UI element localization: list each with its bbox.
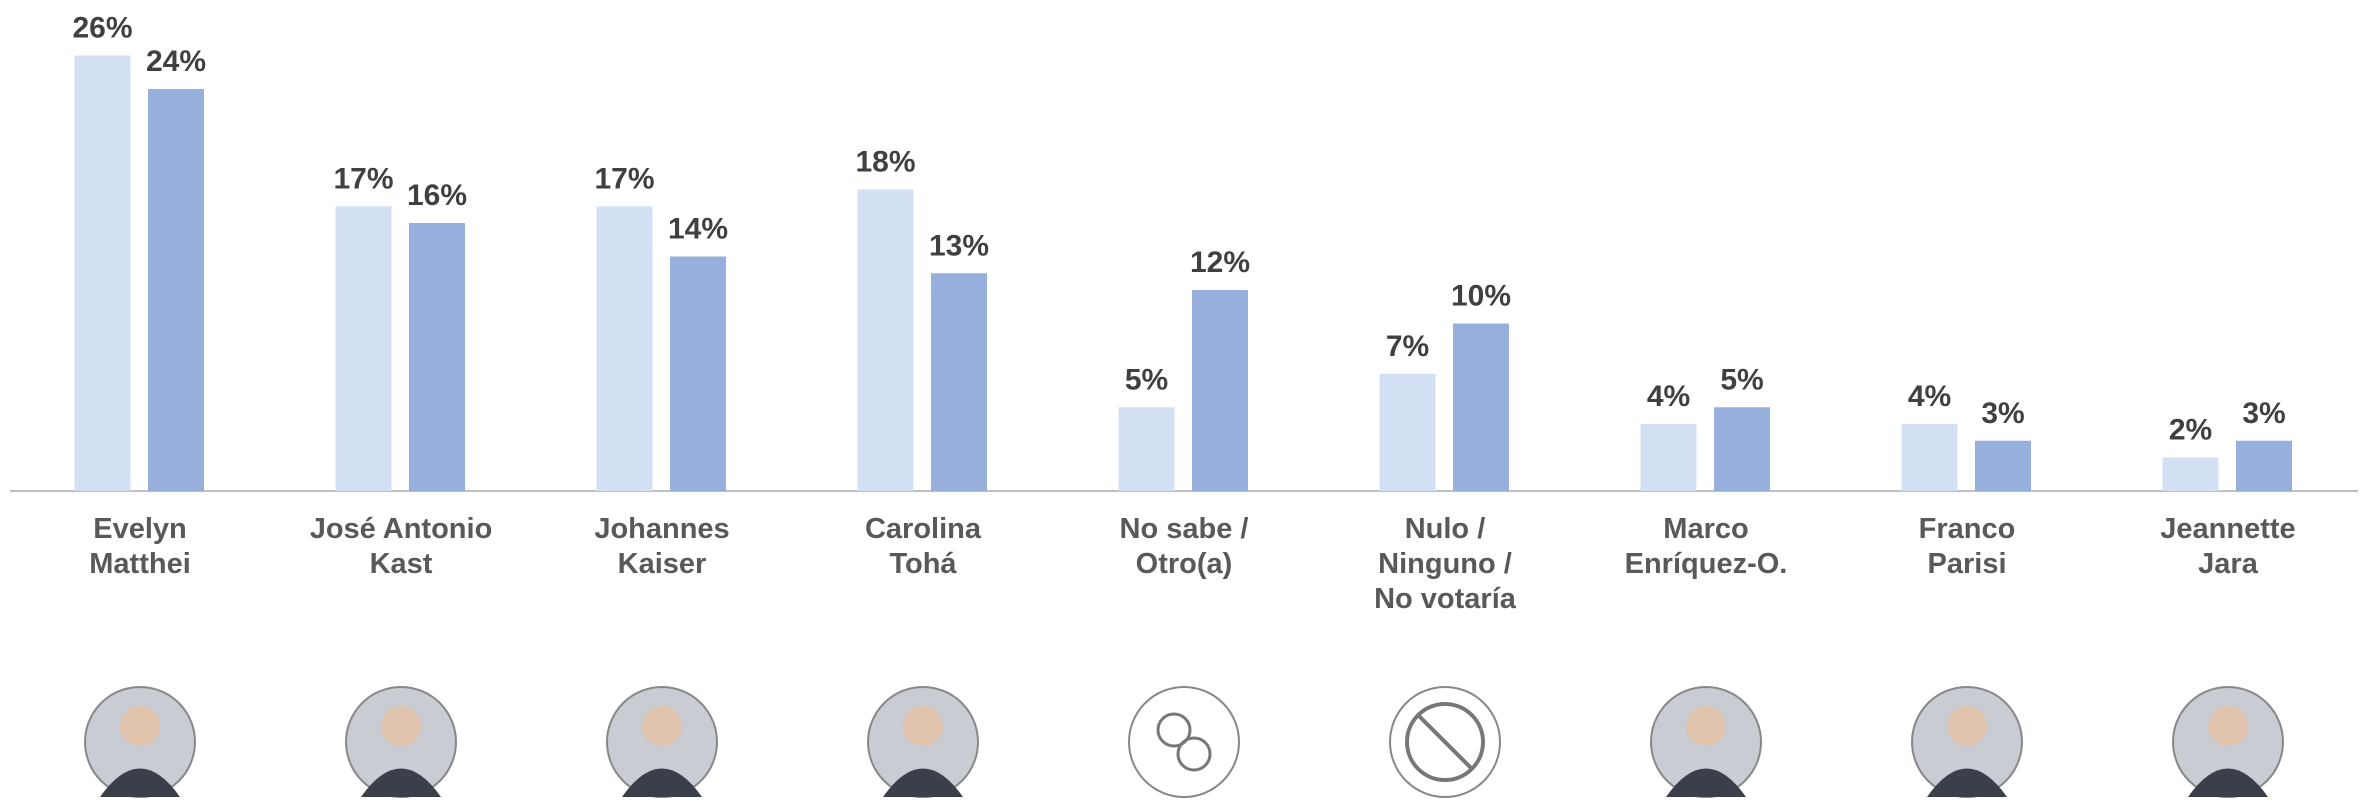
- avatar: [1129, 687, 1239, 797]
- avatar: [1912, 687, 2022, 797]
- avatar: [1390, 687, 1500, 797]
- value-label: 3%: [2242, 397, 2285, 430]
- avatar: [2173, 687, 2283, 797]
- avatar: [346, 687, 456, 797]
- avatar-head: [642, 706, 682, 746]
- category-label: José Antonio Kast: [276, 512, 526, 582]
- avatar-head: [381, 706, 421, 746]
- category-label: Johannes Kaiser: [537, 512, 787, 582]
- value-label: 5%: [1720, 363, 1763, 396]
- chart: 26% 24% 17% 16% 17% 14% 18% 13% 5% 12% 7% 10% 4% 5% 4%…: [0, 0, 2361, 801]
- bar: [1192, 290, 1248, 491]
- value-label: 17%: [333, 162, 393, 195]
- value-label: 3%: [1981, 397, 2024, 430]
- category-label: Marco Enríquez-O.: [1581, 512, 1831, 582]
- value-label: 2%: [2169, 414, 2212, 447]
- category-label: Nulo / Ninguno / No votaría: [1320, 512, 1570, 617]
- value-label: 4%: [1908, 380, 1951, 413]
- bar: [75, 56, 131, 492]
- category-label: Evelyn Matthei: [15, 512, 265, 582]
- bar: [336, 206, 392, 491]
- avatar-head: [1686, 706, 1726, 746]
- value-label: 17%: [594, 162, 654, 195]
- value-label: 12%: [1190, 246, 1250, 279]
- value-label: 7%: [1386, 330, 1429, 363]
- bar: [148, 89, 204, 491]
- bar: [409, 223, 465, 491]
- avatar: [1651, 687, 1761, 797]
- value-label: 4%: [1647, 380, 1690, 413]
- bar: [2236, 441, 2292, 491]
- category-label: Franco Parisi: [1842, 512, 2092, 582]
- avatar: [868, 687, 978, 797]
- category-label: Jeannette Jara: [2103, 512, 2353, 582]
- bar: [858, 190, 914, 492]
- avatar: [607, 687, 717, 797]
- category-label: Carolina Tohá: [798, 512, 1048, 582]
- bar: [1380, 374, 1436, 491]
- value-label: 10%: [1451, 280, 1511, 313]
- chart-svg: 26% 24% 17% 16% 17% 14% 18% 13% 5% 12% 7% 10% 4% 5% 4%…: [0, 0, 2361, 801]
- bar: [2163, 458, 2219, 492]
- avatar: [85, 687, 195, 797]
- avatar-head: [2208, 706, 2248, 746]
- avatar-head: [1947, 706, 1987, 746]
- avatar-head: [120, 706, 160, 746]
- bar: [1975, 441, 2031, 491]
- bar: [670, 257, 726, 492]
- category-label: No sabe / Otro(a): [1059, 512, 1309, 582]
- bar: [1119, 407, 1175, 491]
- value-label: 16%: [407, 179, 467, 212]
- value-label: 26%: [72, 12, 132, 45]
- bar: [1641, 424, 1697, 491]
- bar: [1714, 407, 1770, 491]
- bar: [931, 273, 987, 491]
- bar: [1902, 424, 1958, 491]
- value-label: 5%: [1125, 363, 1168, 396]
- value-label: 13%: [929, 229, 989, 262]
- avatar-head: [903, 706, 943, 746]
- value-label: 18%: [855, 146, 915, 179]
- bar: [597, 206, 653, 491]
- value-label: 24%: [146, 45, 206, 78]
- value-label: 14%: [668, 213, 728, 246]
- bar: [1453, 324, 1509, 492]
